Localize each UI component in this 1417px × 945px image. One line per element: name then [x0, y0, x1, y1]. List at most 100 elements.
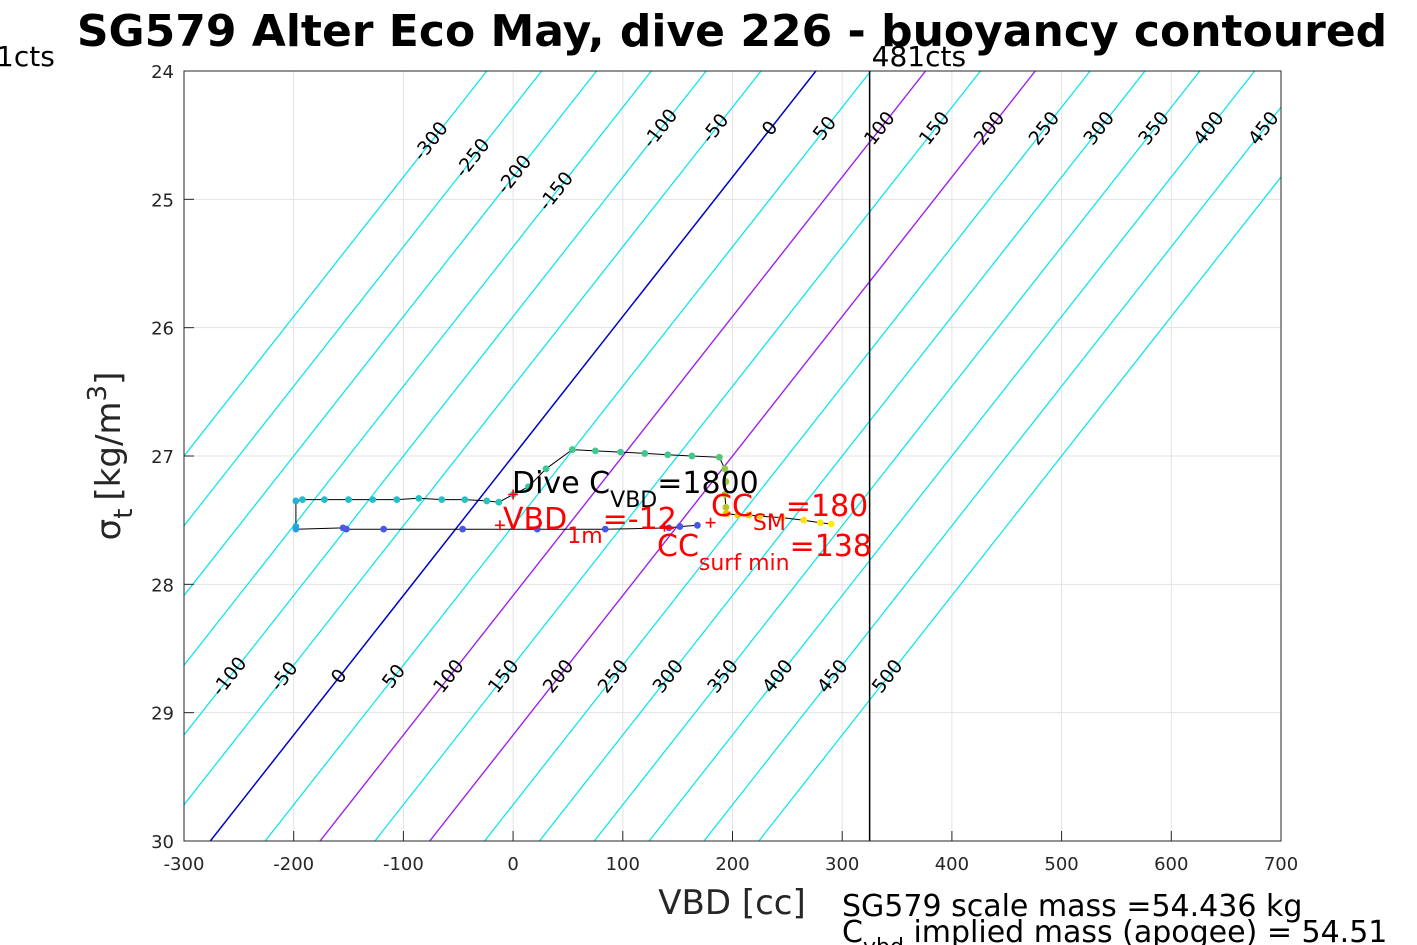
x-axis-ticks: -300 -200 -100 0 100 200 300 400 500 600 700: [164, 831, 1298, 875]
cc-sm-annotation: CCSM=180: [711, 489, 868, 536]
data-point: [292, 497, 300, 505]
footer-cvbd-label: C: [842, 915, 863, 945]
limit-line-label: 481cts: [872, 40, 966, 73]
x-tick-label: 200: [715, 854, 749, 875]
plus-marker: [494, 520, 505, 531]
data-point: [721, 465, 729, 473]
data-point: [415, 494, 423, 502]
data-point: [721, 491, 729, 498]
x-tick-label: 100: [606, 854, 640, 875]
data-point: [756, 512, 764, 520]
x-tick-label: -100: [383, 854, 424, 875]
dive-cvbd-sub: VBD: [610, 488, 657, 513]
y-axis-label-sub: t: [109, 509, 139, 519]
data-point: [369, 496, 377, 504]
data-point: [601, 525, 609, 533]
y-tick-label: 27: [151, 447, 174, 468]
x-axis-label: VBD [cc]: [658, 883, 806, 923]
data-point: [800, 516, 808, 524]
y-axis-label-close: ]: [89, 372, 129, 385]
data-point: [816, 519, 824, 527]
dive-cvbd-annotation: Dive CVBD=1800: [512, 466, 759, 513]
y-axis-label-symbol: σ: [89, 519, 129, 541]
y-axis-label-sup: 3: [83, 385, 113, 402]
y-tick-label: 29: [151, 704, 174, 725]
footer-implied-value: implied mass (apogee) = 54.51: [904, 915, 1388, 945]
x-tick-label: -300: [164, 854, 205, 875]
data-point: [542, 465, 550, 473]
contour-line: [184, 71, 543, 527]
data-point: [617, 448, 625, 456]
data-point: [676, 523, 684, 530]
contour-line: [264, 71, 872, 841]
data-series: [292, 446, 835, 533]
dive-cvbd-value: =1800: [657, 466, 758, 501]
cc-surf-value: =138: [790, 529, 872, 564]
data-point: [734, 511, 742, 519]
cc-surf-annotation: CCsurf min=138: [657, 529, 872, 576]
cc-surf-sub: surf min: [699, 551, 790, 576]
data-point: [693, 521, 701, 529]
vbd-1m-value: =-12: [603, 502, 677, 537]
data-point: [342, 525, 350, 533]
contour-line: [209, 71, 817, 841]
cc-sm-label: CC: [711, 489, 753, 524]
data-point: [723, 510, 731, 518]
data-point: [345, 496, 352, 504]
x-tick-label: 400: [935, 854, 969, 875]
y-axis-ticks: 24 25 26 27 28 29 30: [151, 62, 194, 853]
vbd-1m-annotation: VBD1m=-12: [503, 502, 677, 549]
plus-marker: [508, 489, 519, 500]
y-tick-label: 28: [151, 575, 174, 596]
vbd-1m-sub: 1m: [567, 524, 602, 549]
data-point: [321, 496, 328, 504]
cc-sm-value: =180: [786, 489, 868, 524]
data-point: [525, 483, 532, 491]
data-point: [745, 511, 753, 519]
footer-scale-mass: SG579 scale mass =54.436 kg: [842, 889, 1302, 924]
data-point: [533, 525, 541, 533]
data-point: [459, 525, 467, 533]
x-tick-label: 300: [825, 854, 859, 875]
contour-line: [184, 71, 597, 597]
data-point: [483, 497, 491, 505]
y-tick-label: 30: [151, 832, 174, 853]
data-point: [591, 447, 599, 455]
data-point: [568, 446, 576, 453]
data-point: [299, 496, 306, 504]
data-point: [461, 496, 469, 504]
y-tick-label: 26: [151, 319, 174, 340]
data-markers: [494, 489, 716, 532]
contour-line: [184, 71, 652, 667]
data-point: [641, 450, 649, 457]
x-tick-label: 500: [1044, 854, 1078, 875]
data-point: [438, 496, 446, 504]
chart-title: SG579 Alter Eco May, dive 226 - buoyancy…: [77, 6, 1387, 57]
y-axis-label-unit: [kg/m: [89, 401, 129, 500]
data-point: [380, 525, 388, 533]
contour-line: [374, 71, 981, 841]
contour-lines: [184, 71, 1281, 841]
cc-sm-sub: SM: [753, 511, 786, 536]
data-point: [495, 498, 503, 506]
y-tick-label: 25: [151, 190, 174, 211]
footer-implied-mass: Cvbd implied mass (apogee) = 54.51: [842, 915, 1387, 945]
plus-marker: [705, 517, 716, 528]
corner-left-label: 1cts: [0, 40, 55, 73]
contour-line: [538, 71, 1146, 841]
x-tick-label: 700: [1264, 854, 1298, 875]
contour-line: [703, 106, 1281, 841]
data-point: [722, 503, 730, 511]
data-point: [688, 452, 696, 460]
contour-line: [319, 71, 927, 841]
y-tick-label: 24: [151, 62, 174, 83]
contour-line: [593, 71, 1201, 841]
data-point: [292, 525, 300, 533]
x-tick-label: 600: [1154, 854, 1188, 875]
contour-line: [184, 71, 488, 457]
contour-line: [648, 71, 1256, 841]
data-point: [664, 451, 672, 459]
data-point: [722, 478, 730, 486]
dive-cvbd-label: Dive C: [512, 466, 610, 501]
